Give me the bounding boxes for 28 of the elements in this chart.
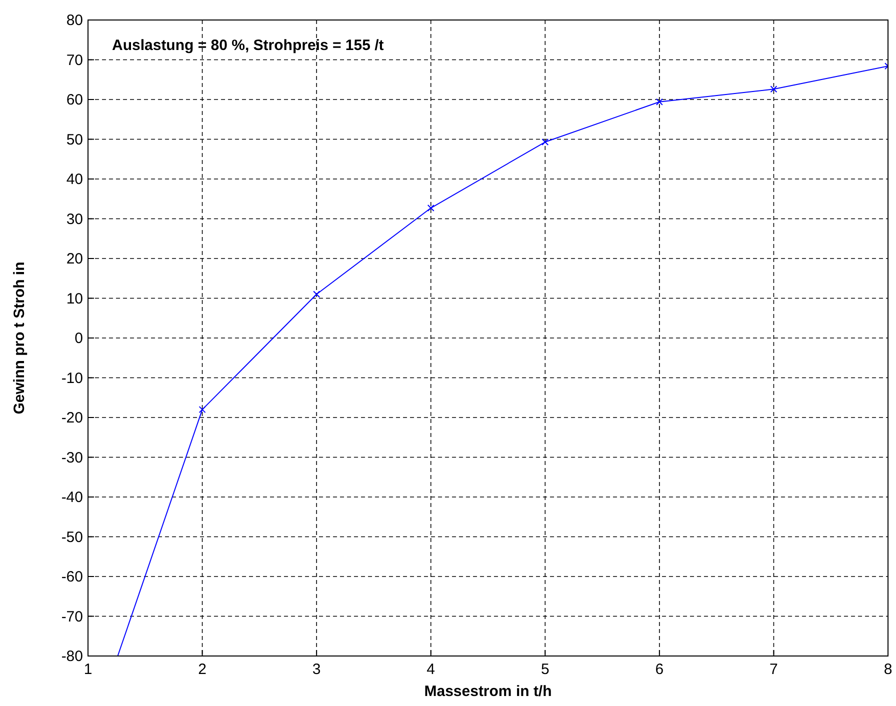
x-tick-label: 5	[540, 661, 550, 678]
x-tick-label: 7	[770, 661, 778, 678]
x-axis-title: Massestrom in t/h	[424, 683, 552, 700]
y-tick-label: -40	[61, 489, 83, 506]
x-tick-label: 3	[312, 661, 321, 678]
y-tick-label: 40	[66, 171, 83, 188]
y-tick-label: 30	[66, 210, 83, 228]
y-tick-label: -50	[61, 528, 83, 546]
y-tick-label: 60	[66, 92, 83, 108]
x-tick-label: 2	[198, 661, 206, 678]
y-tick-label: 0	[74, 330, 83, 347]
y-tick-label: 80	[66, 12, 83, 29]
y-tick-label: -60	[61, 568, 83, 586]
x-tick-label: 4	[426, 661, 436, 678]
annotation: Auslastung = 80 %, Strohpreis = 155 /t	[112, 37, 384, 54]
y-tick-label: -20	[61, 410, 83, 426]
x-tick-label: 6	[655, 661, 664, 678]
y-tick-label: 20	[66, 250, 83, 268]
x-tick-label: 1	[84, 661, 92, 678]
y-tick-label: -80	[61, 648, 83, 665]
y-axis-title: Gewinn pro t Stroh in	[11, 262, 28, 414]
y-tick-label: -10	[61, 370, 83, 387]
y-tick-label: 50	[66, 131, 83, 148]
x-tick-label: 8	[884, 661, 892, 678]
y-tick-label: 70	[66, 52, 83, 69]
y-tick-label: 10	[66, 290, 83, 308]
y-tick-label: -30	[61, 449, 83, 466]
y-tick-label: -70	[61, 608, 83, 626]
